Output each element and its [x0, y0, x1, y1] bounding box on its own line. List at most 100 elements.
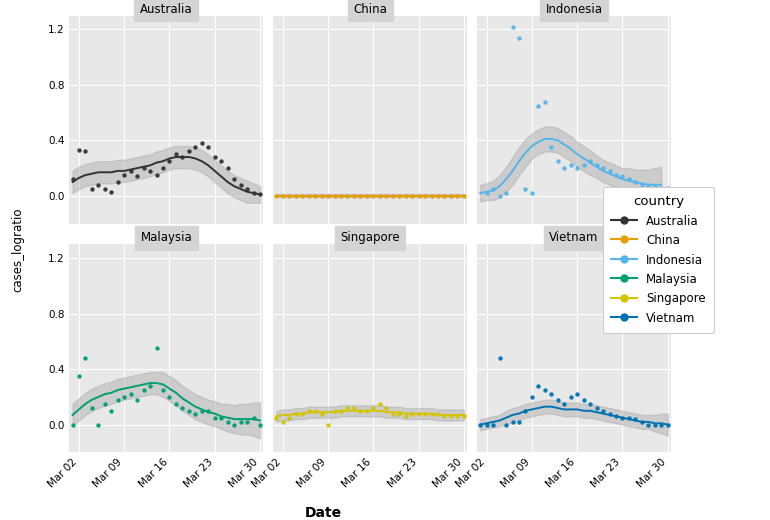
Point [393, 409, 405, 418]
Point [309, 407, 321, 415]
Point [189, 409, 202, 418]
Point [545, 143, 557, 151]
Point [125, 167, 137, 175]
Point [92, 421, 105, 429]
Point [215, 157, 227, 165]
Point [283, 192, 296, 200]
Point [457, 412, 470, 421]
Point [419, 192, 431, 200]
Text: cases_logratio: cases_logratio [12, 207, 25, 292]
Point [494, 354, 506, 362]
Point [507, 418, 519, 426]
Point [241, 418, 253, 426]
Point [215, 413, 227, 422]
Point [413, 192, 425, 200]
Point [500, 421, 512, 429]
Point [545, 390, 557, 398]
Point [480, 421, 493, 429]
Point [387, 409, 399, 418]
Point [400, 192, 412, 200]
Point [438, 412, 450, 421]
Point [532, 382, 544, 390]
Title: Malaysia: Malaysia [140, 231, 192, 244]
Point [406, 192, 418, 200]
Point [648, 421, 661, 429]
Point [131, 172, 143, 180]
Point [105, 407, 118, 415]
Point [79, 354, 92, 362]
Point [296, 192, 309, 200]
Point [303, 407, 315, 415]
Point [526, 393, 538, 401]
Point [380, 192, 393, 200]
Point [354, 407, 367, 415]
Point [393, 192, 405, 200]
Point [222, 164, 234, 172]
Point [642, 180, 654, 189]
Point [290, 409, 302, 418]
Point [270, 413, 283, 422]
Point [519, 185, 531, 193]
Point [85, 185, 98, 193]
Point [176, 404, 189, 412]
Point [584, 400, 596, 408]
Point [341, 404, 353, 412]
Point [591, 161, 603, 170]
Point [604, 167, 616, 175]
Point [367, 192, 380, 200]
Point [629, 415, 641, 423]
Point [623, 175, 635, 184]
Point [636, 418, 648, 426]
Point [92, 180, 105, 189]
Point [150, 171, 162, 179]
Point [578, 396, 590, 404]
Title: Australia: Australia [140, 3, 192, 16]
Point [328, 407, 340, 415]
Point [254, 421, 266, 429]
Point [623, 413, 635, 422]
Point [451, 192, 464, 200]
Point [79, 147, 92, 155]
Point [296, 409, 309, 418]
Point [112, 396, 124, 404]
Point [432, 192, 444, 200]
Point [196, 407, 208, 415]
Point [551, 396, 564, 404]
Title: Vietnam: Vietnam [549, 231, 598, 244]
Point [604, 409, 616, 418]
Point [170, 400, 182, 408]
Point [571, 390, 584, 398]
Point [335, 192, 347, 200]
Point [85, 404, 98, 412]
Point [500, 189, 512, 197]
Point [118, 171, 130, 179]
Point [228, 421, 240, 429]
Point [610, 412, 622, 421]
Point [163, 393, 176, 401]
Point [125, 390, 137, 398]
Point [144, 382, 156, 390]
Point [348, 404, 360, 412]
Point [157, 164, 169, 172]
Point [406, 409, 418, 418]
Point [254, 190, 266, 199]
Point [182, 147, 195, 155]
Point [373, 192, 386, 200]
Point [189, 143, 202, 151]
Point [584, 157, 596, 165]
Point [432, 409, 444, 418]
Point [222, 418, 234, 426]
Point [616, 413, 628, 422]
Point [316, 409, 328, 418]
Point [616, 172, 628, 180]
Point [182, 407, 195, 415]
Point [419, 409, 431, 418]
Point [247, 413, 259, 422]
Point [438, 192, 450, 200]
Point [303, 192, 315, 200]
Point [105, 188, 118, 196]
Point [163, 157, 176, 165]
Point [597, 164, 609, 172]
Point [99, 185, 111, 193]
Point [400, 412, 412, 421]
